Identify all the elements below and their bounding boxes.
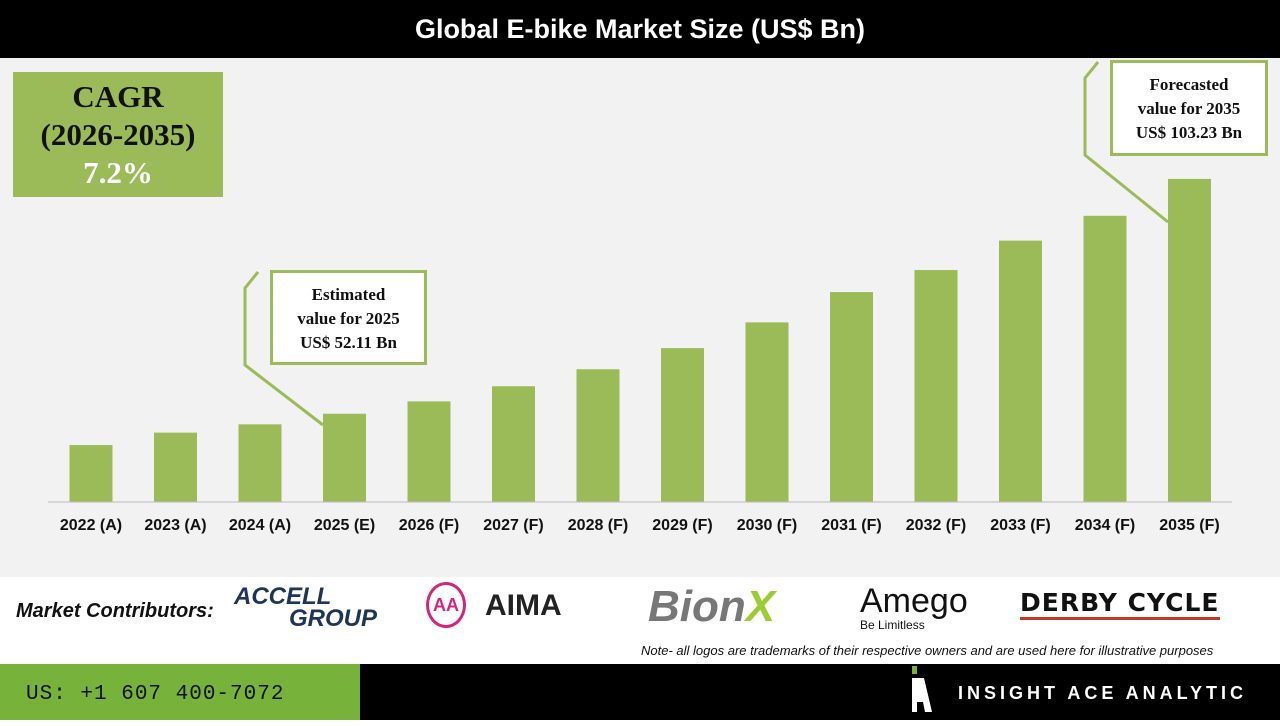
x-tick-label: 2035 (F)	[1159, 517, 1219, 534]
logo-aima: AIMA	[485, 589, 562, 622]
logo-disclaimer: Note- all logos are trademarks of their …	[641, 643, 1214, 658]
cagr-box: CAGR (2026-2035) 7.2%	[13, 72, 223, 197]
bar	[1168, 178, 1211, 502]
bar	[914, 270, 958, 502]
x-tick-label: 2030 (F)	[737, 517, 797, 534]
phone-number[interactable]: US: +1 607 400-7072	[0, 664, 360, 720]
bar	[999, 240, 1042, 502]
x-tick-label: 2028 (F)	[568, 517, 628, 534]
bar	[69, 445, 113, 502]
logo-amego: Amego	[860, 582, 968, 620]
x-tick-label: 2023 (A)	[144, 517, 206, 534]
bar	[492, 386, 535, 502]
logo-aima-icon: AA	[426, 582, 466, 628]
bar	[745, 322, 789, 502]
x-tick-label: 2031 (F)	[821, 517, 881, 534]
logo-bionx: BionX	[648, 582, 776, 631]
bar	[661, 348, 704, 502]
cagr-label: CAGR	[72, 79, 164, 114]
bar	[830, 292, 873, 502]
brand-logo-icon	[912, 666, 932, 712]
logo-amego-tagline: Be Limitless	[860, 618, 925, 632]
x-tick-label: 2029 (F)	[652, 517, 712, 534]
x-tick-label: 2032 (F)	[906, 517, 966, 534]
x-tick-label: 2034 (F)	[1075, 517, 1135, 534]
logo-derby-cycle: DERBY CYCLE	[1020, 588, 1220, 620]
bar	[323, 413, 366, 502]
x-tick-label: 2022 (A)	[60, 517, 122, 534]
bar	[576, 369, 620, 502]
estimated-leader-line	[243, 271, 324, 427]
cagr-period: (2026-2035)	[40, 117, 196, 152]
cagr-value: 7.2%	[83, 155, 153, 190]
contributors-label: Market Contributors:	[16, 600, 214, 622]
brand-name: INSIGHT ACE ANALYTIC	[958, 683, 1248, 703]
callout-value: US$ 103.23 Bn	[1135, 123, 1243, 142]
bar-chart: 2022 (A) 2023 (A) 2024 (A) 2025 (E) 2026 (F)…	[48, 61, 1232, 534]
bar	[154, 432, 197, 502]
logo-accell-group: ACCELL GROUP	[234, 583, 378, 632]
x-tick-label: 2027 (F)	[483, 517, 543, 534]
brand-bar	[360, 664, 1280, 720]
x-tick-label: 2025 (E)	[314, 517, 375, 534]
forecasted-callout: Forecasted value for 2035 US$ 103.23 Bn	[1110, 60, 1268, 156]
x-tick-label: 2033 (F)	[990, 517, 1050, 534]
bar	[238, 424, 282, 502]
callout-line: Forecasted	[1149, 75, 1229, 94]
chart-area: 2022 (A) 2023 (A) 2024 (A) 2025 (E) 2026 (F)…	[0, 58, 1280, 577]
estimated-callout: Estimated value for 2025 US$ 52.11 Bn	[270, 270, 427, 365]
callout-value: US$ 52.11 Bn	[300, 333, 397, 352]
x-tick-label: 2024 (A)	[229, 517, 291, 534]
chart-title: Global E-bike Market Size (US$ Bn)	[0, 0, 1280, 58]
x-tick-label: 2026 (F)	[399, 517, 459, 534]
callout-line: value for 2025	[297, 309, 400, 328]
forecasted-leader-line	[1083, 61, 1169, 224]
footer	[0, 577, 1280, 664]
bar	[1083, 215, 1127, 502]
callout-line: Estimated	[311, 285, 386, 304]
bar	[407, 401, 451, 502]
callout-line: value for 2035	[1137, 99, 1241, 118]
